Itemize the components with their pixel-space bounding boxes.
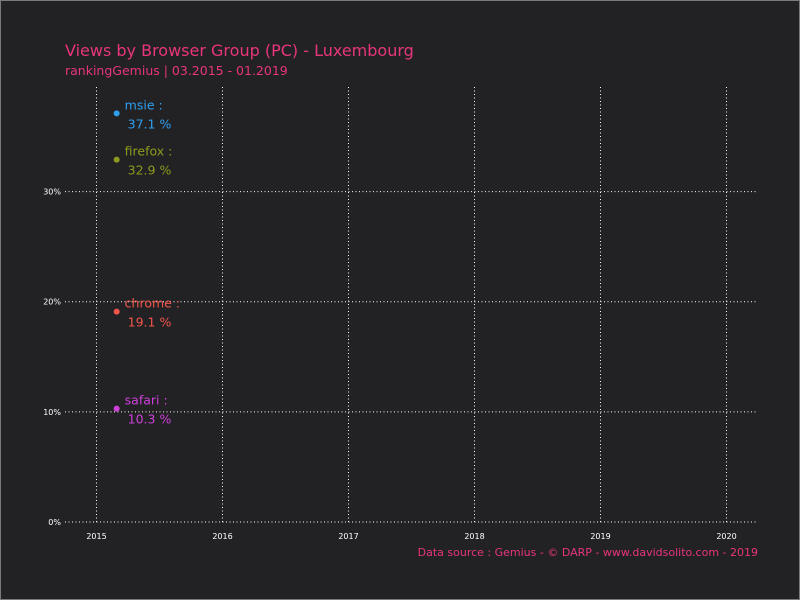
data-point-chrome (113, 308, 120, 315)
data-point-safari (113, 405, 120, 412)
x-tick-label: 2017 (338, 532, 358, 541)
point-label-value-firefox: 32.9 % (128, 163, 172, 178)
point-label-value-chrome: 19.1 % (128, 315, 172, 330)
x-tick-label: 2018 (464, 532, 484, 541)
x-tick-label: 2020 (716, 532, 736, 541)
tick-layer: 0% 10% 20% 30% 2015 2016 2017 2018 2019 2020 (43, 188, 736, 541)
point-label-name-chrome: chrome : (125, 296, 180, 311)
y-tick-label: 0% (48, 518, 61, 527)
grid-layer (65, 87, 758, 523)
point-layer: msie : 37.1 % firefox : 32.9 % chrome : 19.1 … (113, 97, 180, 427)
point-label-value-safari: 10.3 % (128, 412, 172, 427)
chart-subtitle: rankingGemius | 03.2015 - 01.2019 (65, 63, 288, 78)
point-label-value-msie: 37.1 % (128, 116, 172, 131)
point-label-name-safari: safari : (125, 393, 168, 408)
chart-caption: Data source : Gemius - © DARP - www.davi… (418, 546, 758, 559)
x-tick-label: 2019 (590, 532, 610, 541)
y-tick-label: 10% (43, 408, 61, 417)
x-tick-label: 2016 (212, 532, 232, 541)
point-label-name-msie: msie : (125, 97, 163, 112)
x-tick-label: 2015 (86, 532, 106, 541)
data-point-msie (113, 110, 120, 117)
chart-title: Views by Browser Group (PC) - Luxembourg (65, 41, 414, 60)
point-label-name-firefox: firefox : (125, 144, 173, 159)
y-tick-label: 30% (43, 188, 61, 197)
y-tick-label: 20% (43, 298, 61, 307)
data-point-firefox (113, 156, 120, 163)
